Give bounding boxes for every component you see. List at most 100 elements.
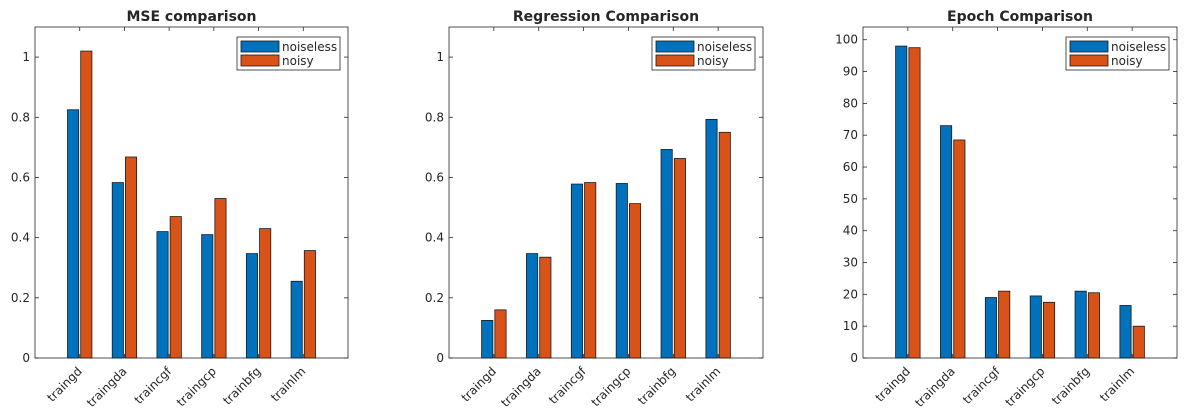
- x-tick-label: traincgf: [546, 364, 589, 407]
- legend-label-noisy: noisy: [697, 54, 729, 68]
- x-tick-label: trainbfg: [635, 364, 678, 407]
- x-tick-label: traingcp: [174, 364, 219, 409]
- y-tick-label: 10: [843, 319, 858, 333]
- x-tick-label: traingcp: [588, 364, 633, 409]
- x-tick-label: traingda: [498, 364, 544, 410]
- legend-label-noiseless: noiseless: [1111, 40, 1166, 54]
- legend-swatch-noisy: [655, 54, 695, 67]
- bar-noisy-trainlm: [303, 250, 316, 359]
- legend-swatch-noisy: [1069, 54, 1109, 67]
- y-tick-label: 100: [835, 33, 858, 47]
- bar-noiseless-traingd: [67, 109, 80, 359]
- bar-noiseless-trainbfg: [1074, 290, 1087, 359]
- bar-noisy-trainbfg: [1087, 292, 1100, 359]
- bar-noisy-traingd: [80, 50, 93, 359]
- y-tick-label: 40: [843, 224, 858, 238]
- y-tick-label: 0.8: [11, 110, 30, 124]
- y-tick-label: 0.6: [11, 170, 30, 184]
- y-tick-label: 0: [22, 351, 30, 365]
- legend-swatch-noisy: [240, 54, 280, 67]
- legend-label-noisy: noisy: [1111, 54, 1143, 68]
- bar-noisy-traingda: [953, 139, 966, 359]
- x-tick-label: traingd: [459, 364, 499, 404]
- bar-noiseless-traingda: [940, 125, 953, 359]
- y-tick-label: 1: [436, 50, 444, 64]
- bar-noiseless-trainlm: [1119, 305, 1132, 359]
- x-tick-label: trainlm: [683, 364, 723, 404]
- bar-noiseless-traincgf: [570, 183, 583, 359]
- bar-noisy-trainbfg: [259, 228, 272, 359]
- y-tick-label: 0: [850, 351, 858, 365]
- x-tick-label: traingda: [912, 364, 958, 410]
- legend-label-noisy: noisy: [282, 54, 314, 68]
- bar-noisy-traingcp: [214, 198, 227, 359]
- chart-2: Regression Comparison 0 0.2 0.4 0.6 0.8 1 train…: [425, 9, 764, 410]
- x-tick-label: traincgf: [132, 364, 175, 407]
- bar-noiseless-trainbfg: [245, 253, 258, 359]
- bar-noiseless-trainlm: [705, 118, 718, 359]
- bar-noiseless-traingcp: [615, 183, 628, 359]
- bar-noisy-trainlm: [718, 131, 731, 359]
- bar-noiseless-traincgf: [156, 231, 169, 359]
- y-tick-label: 50: [843, 192, 858, 206]
- chart-title: Epoch Comparison: [947, 9, 1093, 25]
- y-tick-label: 0.4: [425, 231, 444, 245]
- bar-noiseless-traingcp: [1029, 295, 1042, 359]
- bar-noisy-traingda: [125, 156, 138, 359]
- bar-noiseless-trainlm: [290, 280, 303, 359]
- plot-area: [34, 26, 349, 359]
- bar-noiseless-traincgf: [984, 297, 997, 359]
- y-tick-label: 0.2: [425, 291, 444, 305]
- bar-noiseless-traingcp: [201, 234, 214, 359]
- chart-3: Epoch Comparison 0 10 20 30 40 50 60 70 80 90 100 tr…: [835, 9, 1178, 410]
- x-tick-label: traingd: [44, 364, 84, 404]
- y-tick-label: 20: [843, 287, 858, 301]
- y-tick-label: 80: [843, 96, 858, 110]
- y-tick-label: 0.4: [11, 231, 30, 245]
- y-tick-label: 1: [22, 50, 30, 64]
- x-tick-label: traincgf: [960, 364, 1003, 407]
- x-tick-label: trainlm: [268, 364, 308, 404]
- bar-noisy-traingcp: [629, 203, 642, 359]
- y-tick-label: 0.8: [425, 110, 444, 124]
- plot-area: [862, 26, 1178, 359]
- x-tick-label: trainbfg: [220, 364, 263, 407]
- x-tick-label: traingcp: [1002, 364, 1047, 409]
- bar-noisy-traincgf: [998, 290, 1011, 359]
- bar-noisy-traingd: [494, 309, 507, 359]
- x-tick-label: trainbfg: [1049, 364, 1092, 407]
- bar-noisy-traincgf: [169, 216, 182, 359]
- bar-noiseless-traingd: [481, 319, 494, 359]
- legend-swatch-noiseless: [1069, 40, 1109, 53]
- bar-noisy-traincgf: [584, 182, 597, 359]
- y-tick-label: 90: [843, 65, 858, 79]
- chart-title: Regression Comparison: [513, 9, 699, 25]
- y-tick-label: 30: [843, 256, 858, 270]
- bar-noiseless-traingda: [111, 182, 124, 359]
- y-tick-label: 0.6: [425, 170, 444, 184]
- x-tick-label: trainlm: [1097, 364, 1137, 404]
- bar-noisy-trainbfg: [673, 158, 686, 359]
- bar-noiseless-trainbfg: [660, 149, 673, 359]
- y-tick-label: 0: [436, 351, 444, 365]
- bar-noisy-traingcp: [1043, 301, 1056, 359]
- legend-label-noiseless: noiseless: [697, 40, 752, 54]
- bar-noisy-traingd: [908, 47, 921, 359]
- bar-noiseless-traingda: [526, 253, 539, 359]
- y-tick-label: 70: [843, 128, 858, 142]
- legend-swatch-noiseless: [655, 40, 695, 53]
- x-tick-label: traingda: [84, 364, 130, 410]
- y-tick-label: 60: [843, 160, 858, 174]
- y-tick-label: 0.2: [11, 291, 30, 305]
- bar-noisy-traingda: [539, 256, 552, 359]
- bar-noiseless-traingd: [895, 45, 908, 359]
- chart-title: MSE comparison: [126, 9, 256, 25]
- bar-noisy-trainlm: [1132, 325, 1145, 359]
- legend-swatch-noiseless: [240, 40, 280, 53]
- legend-label-noiseless: noiseless: [282, 40, 337, 54]
